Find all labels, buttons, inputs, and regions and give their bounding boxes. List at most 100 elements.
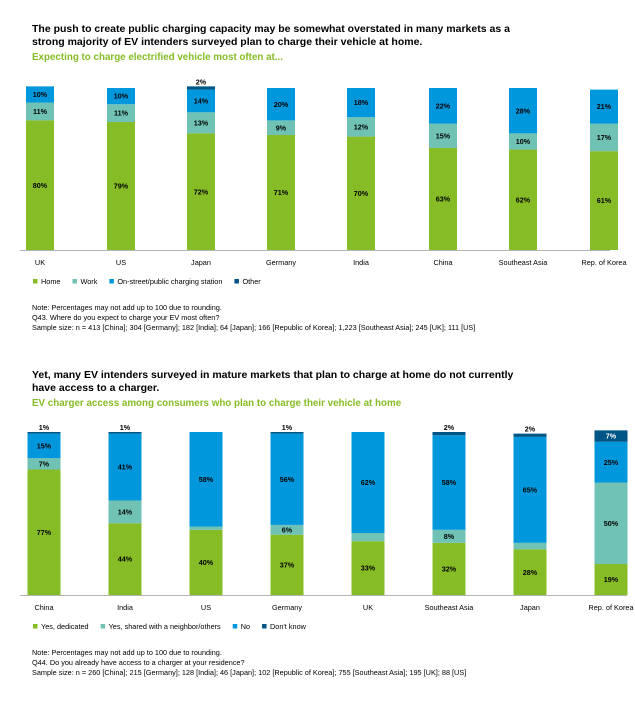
bar-yes-shared-with-a-neighbor-others-china: [27, 458, 61, 470]
legend-label-yes-shared-with-a-neighbor-others: Yes, shared with a neighbor/others: [109, 622, 221, 631]
data-label-don-t-know-germany: 1%: [282, 423, 293, 432]
data-label-no-germany: 56%: [280, 475, 295, 484]
bar-don-t-know-southeast-asia: [432, 432, 466, 436]
data-label-home-southeast-asia: 62%: [516, 195, 531, 204]
data-label-on-street-public-charging-station-japan: 14%: [194, 97, 209, 106]
data-label-on-street-public-charging-station-china: 22%: [436, 101, 451, 110]
bar-yes-shared-with-a-neighbor-others-rep-of-korea: [594, 482, 628, 565]
bar-no-us: [189, 432, 223, 527]
bar-yes-dedicated-germany: [270, 534, 304, 595]
data-label-yes-dedicated-japan: 28%: [523, 568, 538, 577]
data-label-on-street-public-charging-station-us: 10%: [114, 92, 129, 101]
tick-label-china: China: [34, 603, 54, 612]
chart1-subtitle: Expecting to charge electrified vehicle …: [32, 52, 283, 63]
data-label-yes-dedicated-us: 40%: [199, 558, 214, 567]
data-label-no-rep-of-korea: 25%: [604, 458, 619, 467]
bar-on-street-public-charging-station-germany: [267, 88, 295, 121]
bar-yes-shared-with-a-neighbor-others-india: [108, 500, 142, 524]
data-label-no-china: 15%: [37, 441, 52, 450]
legend-swatch-no: [232, 624, 238, 629]
bar-yes-shared-with-a-neighbor-others-southeast-asia: [432, 529, 466, 543]
chart2-note-rounding: Note: Percentages may not add up to 100 …: [32, 648, 222, 657]
bar-work-germany: [267, 120, 295, 135]
legend-swatch-yes-dedicated: [33, 624, 38, 629]
bar-on-street-public-charging-station-southeast-asia: [509, 88, 537, 134]
data-label-yes-dedicated-uk: 33%: [361, 564, 376, 573]
tick-label-southeast-asia: Southeast Asia: [499, 258, 549, 267]
chart1-title-line1: The push to create public charging capac…: [32, 23, 510, 35]
data-label-work-uk: 11%: [33, 107, 48, 116]
data-label-work-rep-of-korea: 17%: [597, 133, 612, 142]
data-label-don-t-know-india: 1%: [120, 423, 131, 432]
data-label-home-india: 70%: [354, 189, 369, 198]
data-label-don-t-know-rep-of-korea: 7%: [606, 432, 617, 441]
data-label-work-southeast-asia: 10%: [516, 137, 531, 146]
data-label-yes-shared-with-a-neighbor-others-india: 14%: [118, 507, 133, 516]
bar-yes-dedicated-india: [108, 523, 142, 595]
tick-label-germany: Germany: [272, 603, 302, 612]
data-label-on-street-public-charging-station-southeast-asia: 28%: [516, 106, 531, 115]
bar-don-t-know-japan: [513, 433, 547, 437]
data-label-other-japan: 2%: [196, 77, 207, 86]
data-label-yes-dedicated-germany: 37%: [280, 560, 295, 569]
data-label-home-germany: 71%: [274, 188, 289, 197]
chart2-title: Yet, many EV intenders surveyed in matur…: [32, 369, 532, 394]
data-label-yes-dedicated-china: 77%: [37, 528, 52, 537]
legend-label-other: Other: [242, 277, 261, 286]
tick-label-india: India: [117, 603, 134, 612]
data-label-yes-dedicated-southeast-asia: 32%: [442, 565, 457, 574]
bar-on-street-public-charging-station-japan: [187, 89, 215, 113]
tick-label-rep-of-korea: Rep. of Korea: [581, 258, 627, 267]
bar-no-china: [27, 433, 61, 459]
bar-work-japan: [187, 112, 215, 134]
data-label-work-us: 11%: [114, 109, 129, 118]
legend-swatch-on-street-public-charging-station: [109, 279, 114, 284]
bar-yes-dedicated-us: [189, 529, 223, 595]
tick-label-japan: Japan: [520, 603, 540, 612]
bar-yes-shared-with-a-neighbor-others-japan: [513, 542, 547, 550]
bar-yes-dedicated-rep-of-korea: [594, 564, 628, 595]
chart1-title-line2: strong majority of EV intenders surveyed…: [32, 35, 423, 48]
tick-label-us: US: [116, 258, 126, 267]
data-label-don-t-know-southeast-asia: 2%: [444, 423, 455, 432]
data-label-don-t-know-japan: 2%: [525, 425, 536, 434]
data-label-home-china: 63%: [436, 195, 451, 204]
chart2-title-line1: Yet, many EV intenders surveyed in matur…: [32, 369, 514, 381]
bar-yes-dedicated-southeast-asia: [432, 542, 466, 595]
legend-label-work: Work: [80, 277, 97, 286]
chart1-note-question: Q43. Where do you expect to charge your …: [32, 313, 220, 322]
bar-no-rep-of-korea: [594, 441, 628, 483]
data-label-yes-shared-with-a-neighbor-others-rep-of-korea: 50%: [604, 519, 619, 528]
tick-label-rep-of-korea: Rep. of Korea: [588, 603, 634, 612]
tick-label-india: India: [353, 258, 370, 267]
chart2-subtitle: EV charger access among consumers who pl…: [32, 398, 402, 409]
chart1-title: The push to create public charging capac…: [32, 23, 532, 48]
tick-label-china: China: [433, 258, 453, 267]
tick-label-japan: Japan: [191, 258, 211, 267]
bar-other-japan: [187, 86, 215, 90]
legend-label-home: Home: [41, 277, 60, 286]
bar-don-t-know-china: [27, 432, 61, 434]
bar-yes-dedicated-uk: [351, 541, 385, 595]
chart1-notes: Note: Percentages may not add up to 100 …: [32, 303, 475, 333]
bar-home-india: [347, 136, 375, 250]
bar-work-rep-of-korea: [590, 123, 618, 152]
data-label-work-germany: 9%: [276, 123, 287, 132]
tick-label-us: US: [201, 603, 211, 612]
legend-swatch-yes-shared-with-a-neighbor-others: [100, 624, 106, 629]
bar-home-uk: [26, 120, 54, 251]
chart2-notes: Note: Percentages may not add up to 100 …: [32, 648, 466, 678]
data-label-on-street-public-charging-station-uk: 10%: [33, 90, 48, 99]
chart2-note-sample: Sample size: n = 260 [China]; 215 [Germa…: [32, 668, 467, 677]
data-label-no-southeast-asia: 58%: [442, 478, 457, 487]
bar-no-japan: [513, 436, 547, 543]
data-label-no-us: 58%: [199, 475, 214, 484]
tick-label-germany: Germany: [266, 258, 296, 267]
bar-work-uk: [26, 102, 54, 121]
data-label-yes-shared-with-a-neighbor-others-southeast-asia: 8%: [444, 532, 455, 541]
bar-home-southeast-asia: [509, 149, 537, 250]
bar-home-germany: [267, 134, 295, 250]
chart2-note-question: Q44. Do you already have access to a cha…: [32, 658, 245, 667]
chart1-plot: 80% 11% 10% UK 79% 11% 10% US 72% 13% 14% 2% Japan 71…: [20, 77, 627, 286]
bar-on-street-public-charging-station-rep-of-korea: [590, 89, 618, 124]
